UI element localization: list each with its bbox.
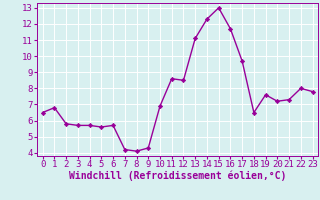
X-axis label: Windchill (Refroidissement éolien,°C): Windchill (Refroidissement éolien,°C) (69, 171, 286, 181)
